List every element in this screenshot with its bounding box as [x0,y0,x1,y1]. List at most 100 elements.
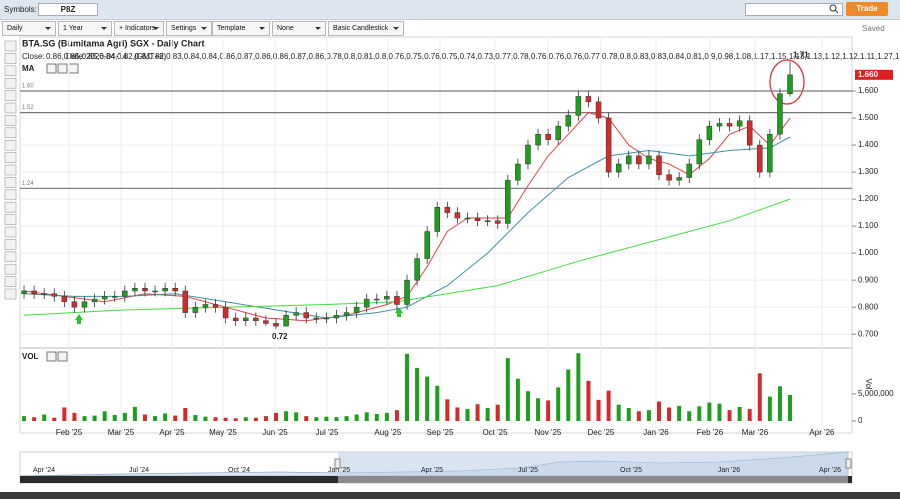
tool-icon[interactable] [4,152,17,163]
candle-body [41,293,47,295]
tool-icon[interactable] [4,239,17,250]
volume-bar [788,394,793,421]
tool-icon[interactable] [4,77,17,89]
volume-axis-label: Vol [864,378,873,389]
toolbar-button[interactable]: Daily [2,21,56,36]
close-label: Close: [22,52,45,61]
volume-bar [183,407,188,421]
search-icon[interactable] [829,4,839,14]
candle-body [706,125,713,140]
volume-bar [92,415,97,421]
tool-icon[interactable] [4,263,17,275]
candle-body [464,217,471,220]
candle-body [696,139,703,165]
moving-average-line [23,198,791,316]
ma-toggle[interactable] [46,63,57,74]
toolbar-button[interactable]: Settings [166,21,212,36]
candle-body [726,123,733,127]
tool-icon[interactable] [4,214,17,225]
x-tick-label: Sep '25 [427,428,454,437]
tool-icon[interactable] [4,139,17,151]
chart-title: BTA.SG (Bumitama Agri) SGX - Daily Chart [22,38,205,48]
volume-bar [677,405,682,421]
candle-body [404,279,410,305]
candle-body [21,290,27,294]
ma-settings[interactable] [57,63,68,74]
volume-bar [656,401,661,421]
tool-icon[interactable] [4,189,17,201]
bottom-strip [0,492,900,499]
candle-body [757,144,763,173]
candle-body [626,155,632,165]
tool-icon[interactable] [4,102,17,114]
toolbar-button[interactable]: Template [212,21,270,36]
navigator-label: Apr '26 [819,467,841,474]
candle-body [81,301,88,308]
trade-button[interactable]: Trade [846,2,888,16]
tool-icon[interactable] [4,164,17,176]
volume-bar [485,407,490,421]
toolbar-button[interactable]: None [272,21,326,36]
volume-bar [525,391,530,421]
plot-frame [19,36,853,434]
ma-close[interactable] [68,63,79,74]
volume-bar [536,398,541,421]
candle-body [646,155,652,165]
navigator-handle[interactable] [334,458,341,469]
navigator-label: Jan '26 [718,467,740,474]
candle-body [293,312,299,316]
symbol-input[interactable]: P8Z [38,3,98,16]
volume-bar [253,417,258,421]
candle-body [91,298,98,303]
tool-icon[interactable] [4,127,17,139]
y-tick-label: 1.300 [858,167,879,176]
candle-body [615,163,622,173]
top-bar: Symbols: P8Z Trade [0,0,900,20]
volume-bar [102,411,107,421]
tool-icon[interactable] [4,65,17,77]
candle-body [132,288,138,292]
last-price-tag [855,69,893,80]
x-tick-label: Mar '25 [108,428,135,437]
signal-arrow [75,314,83,324]
tool-icon[interactable] [4,177,17,188]
tool-icon[interactable] [4,115,17,126]
navigator-selection[interactable] [338,452,848,476]
tool-icon[interactable] [4,251,17,263]
volume-label: VOL [22,352,39,361]
candle-body [162,288,168,292]
toolbar-button[interactable]: Basic Candlestick [328,21,404,36]
tool-icon[interactable] [4,53,17,64]
high-annotation: 1.71 [793,50,809,59]
candle-body [434,206,441,232]
tool-icon[interactable] [4,90,17,101]
saved-label: Saved [862,24,885,33]
scrollbar-thumb[interactable] [338,476,848,483]
tool-icon[interactable] [4,288,17,300]
x-tick-label: Apr '26 [809,428,835,437]
candle-body [384,296,390,300]
navigator-handle[interactable] [845,458,852,469]
toolbar-button[interactable]: + Indicators [114,21,164,36]
tool-icon[interactable] [4,201,17,213]
x-tick-label: Mar '26 [742,428,769,437]
volume-bar [495,404,500,421]
volume-bar [304,416,309,421]
tool-icon[interactable] [4,226,17,238]
toolbar-button[interactable]: 1 Year [58,21,112,36]
candle-body [111,296,118,298]
candle-body [101,296,108,300]
volume-bar [163,413,168,421]
x-tick-label: Apr '25 [159,428,185,437]
vol-close[interactable] [57,351,68,362]
signal-arrow [395,307,403,317]
last-price-label: 1.660 [858,70,879,79]
vol-settings[interactable] [46,351,57,362]
candle-body [676,177,682,181]
search-input[interactable] [745,3,843,16]
volume-bar [223,417,228,421]
volume-bar [153,416,158,421]
tool-icon[interactable] [4,276,17,287]
tool-icon[interactable] [4,40,17,52]
navigator-label: Jan '25 [328,467,350,474]
